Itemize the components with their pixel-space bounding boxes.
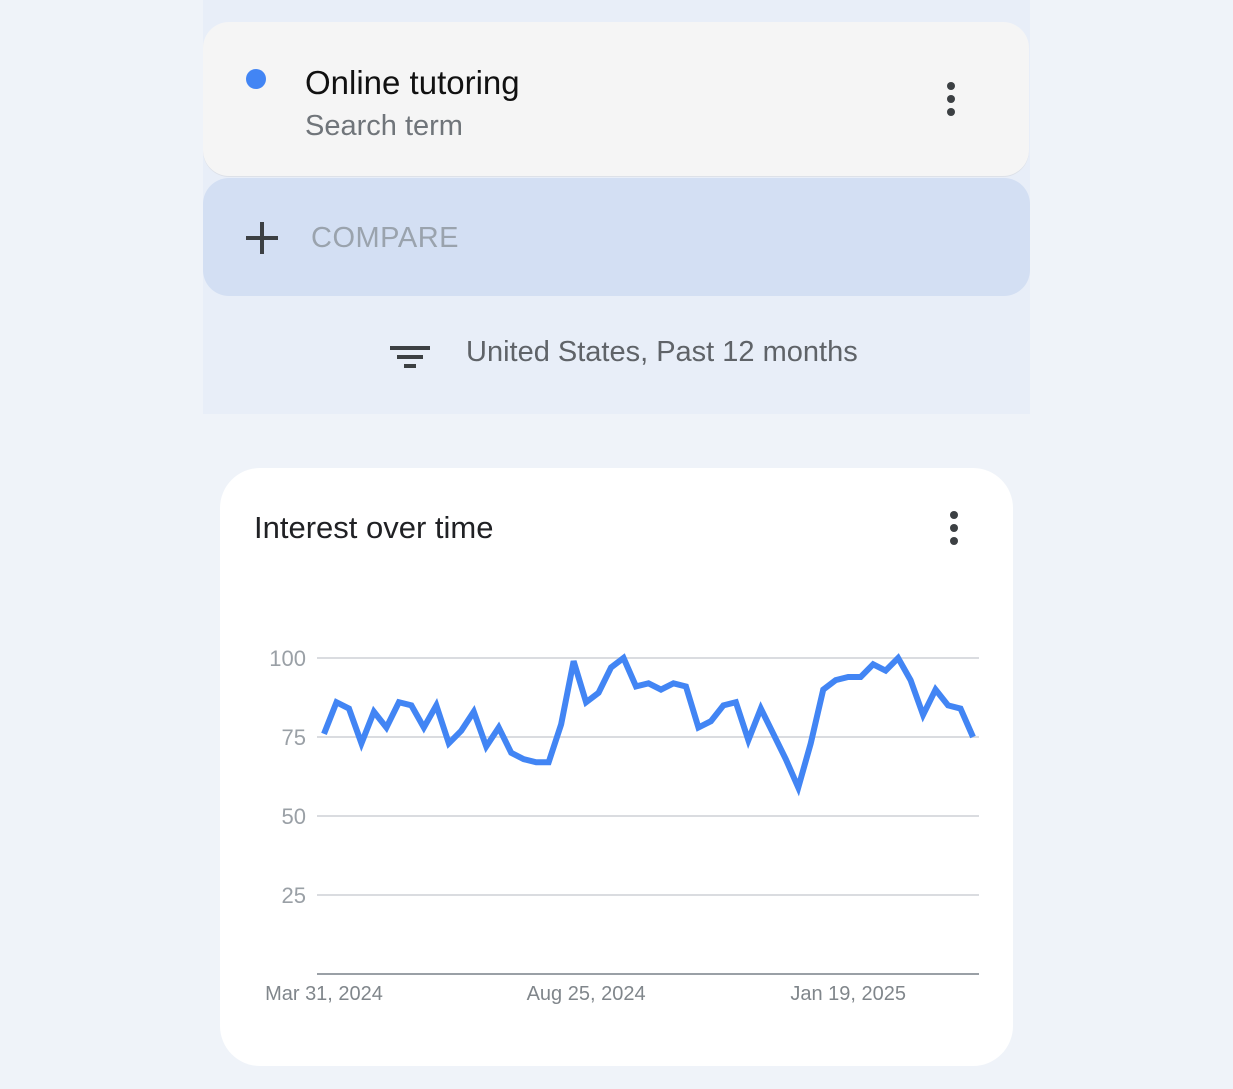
y-tick-label: 25 (282, 883, 306, 908)
filter-label: United States, Past 12 months (466, 336, 858, 368)
x-tick-label: Jan 19, 2025 (790, 983, 906, 1005)
y-tick-label: 50 (282, 804, 306, 829)
line-chart: 100 75 50 25 Mar 31, 2024 Aug 25, 2024 Jan 19,… (265, 646, 979, 1005)
x-tick-label: Mar 31, 2024 (265, 983, 383, 1005)
more-vert-icon[interactable] (950, 511, 958, 545)
interest-over-time-card: Interest over time 100 75 50 25 Mar 31, 2024… (220, 468, 1013, 1066)
search-term-name: Online tutoring (305, 64, 520, 101)
plus-icon (246, 222, 278, 254)
y-tick-label: 75 (282, 725, 306, 750)
filter-icon (390, 338, 430, 368)
series-line (321, 653, 976, 797)
x-tick-label: Aug 25, 2024 (527, 983, 646, 1005)
filter-button[interactable]: United States, Past 12 months (390, 336, 858, 369)
series-color-dot (246, 69, 266, 89)
chart-title: Interest over time (254, 510, 494, 545)
compare-label: COMPARE (311, 222, 459, 254)
search-term-card[interactable]: Online tutoring Search term (203, 22, 1029, 176)
compare-button[interactable]: COMPARE (203, 178, 1030, 296)
y-tick-label: 100 (269, 646, 306, 671)
more-vert-icon[interactable] (947, 82, 955, 116)
search-term-type: Search term (305, 110, 463, 142)
